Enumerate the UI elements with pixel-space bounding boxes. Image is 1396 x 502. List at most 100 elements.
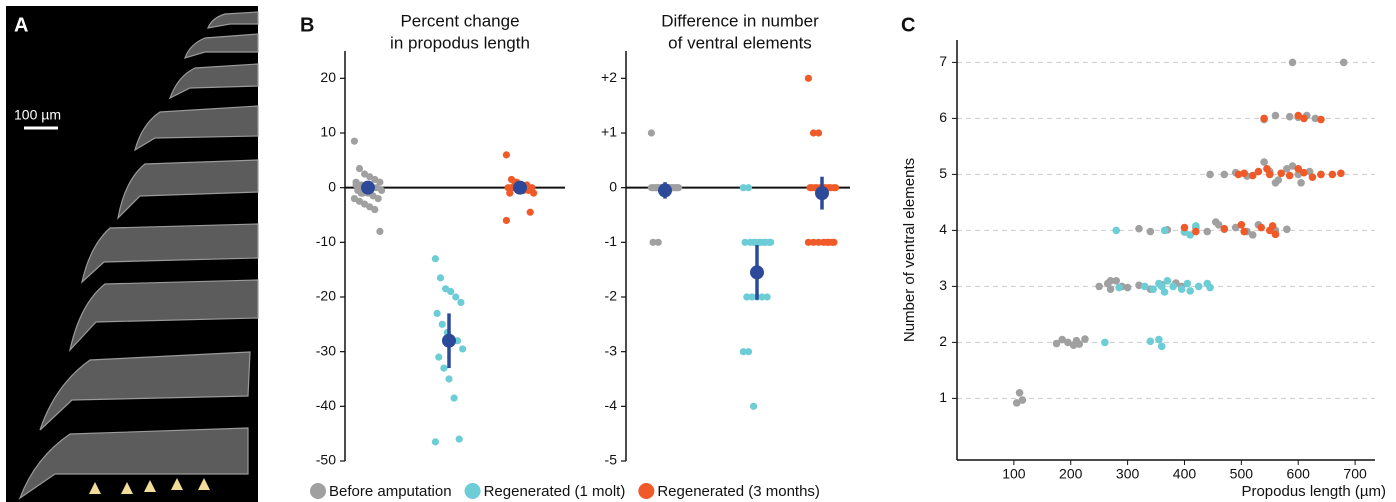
point xyxy=(1064,338,1072,347)
point xyxy=(825,238,833,246)
point xyxy=(1106,277,1115,285)
point xyxy=(1169,282,1177,291)
point xyxy=(1177,285,1186,294)
x-tick-label: 400 xyxy=(1173,466,1197,482)
point xyxy=(447,287,455,296)
point xyxy=(1265,170,1274,179)
point xyxy=(1112,226,1121,235)
point xyxy=(1288,58,1297,67)
point xyxy=(526,208,534,216)
y-tick-label: -3 xyxy=(605,342,618,358)
point xyxy=(371,205,379,214)
point xyxy=(1294,165,1303,173)
legend-swatch xyxy=(638,483,655,499)
point xyxy=(654,238,662,246)
point xyxy=(378,186,386,194)
point xyxy=(1308,173,1317,181)
x-tick-label: 700 xyxy=(1343,466,1367,482)
point xyxy=(1260,114,1268,123)
y-axis-label: Number of ventral elements xyxy=(901,158,918,342)
point xyxy=(502,151,510,159)
point xyxy=(1160,288,1169,296)
legend-label: Before amputation xyxy=(329,483,452,500)
point xyxy=(820,238,828,246)
point xyxy=(1263,165,1271,173)
mean-point xyxy=(815,186,829,201)
point xyxy=(1260,158,1268,166)
point xyxy=(450,394,458,402)
legend-swatch xyxy=(310,483,326,499)
chart-title: of ventral elements xyxy=(668,33,812,52)
y-tick-label: 6 xyxy=(939,109,947,125)
y-tick-label: 4 xyxy=(939,221,947,237)
micrograph: 100 µm xyxy=(6,6,259,502)
scale-bar-label: 100 µm xyxy=(14,107,61,123)
point xyxy=(1106,285,1115,294)
panel-label: A xyxy=(14,14,28,36)
y-tick-label: -5 xyxy=(605,452,618,468)
point xyxy=(756,238,765,246)
point xyxy=(1146,337,1155,346)
point xyxy=(1163,277,1172,285)
point xyxy=(459,345,467,353)
point xyxy=(815,129,823,137)
point xyxy=(530,189,538,197)
point xyxy=(440,364,448,372)
point xyxy=(1231,223,1240,232)
point xyxy=(673,184,681,192)
point xyxy=(1146,227,1155,236)
point xyxy=(830,238,838,246)
point xyxy=(1328,170,1337,179)
y-tick-label: +1 xyxy=(601,124,617,140)
point xyxy=(1115,283,1123,292)
point xyxy=(433,309,441,317)
point xyxy=(431,255,439,263)
point xyxy=(1271,230,1280,239)
point xyxy=(1186,287,1194,295)
point xyxy=(452,293,460,301)
point xyxy=(758,293,766,301)
y-tick-label: 7 xyxy=(939,53,947,69)
panel-label: B xyxy=(300,14,314,36)
point xyxy=(761,238,770,246)
point xyxy=(1183,279,1192,288)
y-tick-label: -30 xyxy=(316,342,336,358)
point xyxy=(1157,282,1166,291)
point xyxy=(767,238,775,246)
mean-point xyxy=(442,333,456,348)
point xyxy=(376,178,384,186)
point xyxy=(1081,335,1089,343)
x-tick-label: 500 xyxy=(1230,466,1254,482)
point xyxy=(826,184,835,192)
point xyxy=(809,238,818,246)
point xyxy=(1257,223,1266,232)
point xyxy=(1194,282,1203,291)
point xyxy=(431,438,439,446)
point xyxy=(1294,111,1303,120)
y-tick-label: -20 xyxy=(316,288,336,304)
point xyxy=(1192,222,1200,230)
point xyxy=(1018,396,1027,404)
point xyxy=(502,216,510,225)
point xyxy=(1311,114,1320,123)
point xyxy=(1297,179,1305,187)
chart-title: Percent change xyxy=(400,11,519,30)
point xyxy=(457,298,465,307)
point xyxy=(355,164,364,173)
panel-label: C xyxy=(901,14,915,36)
point xyxy=(1095,282,1103,291)
point xyxy=(647,184,656,192)
point xyxy=(1317,170,1325,179)
point xyxy=(445,375,453,383)
y-tick-label: 2 xyxy=(939,333,947,349)
point xyxy=(1268,222,1277,230)
point xyxy=(739,184,748,192)
point xyxy=(1123,283,1132,292)
point xyxy=(436,274,445,282)
x-axis-label: Propodus length (µm) xyxy=(1241,483,1386,500)
point xyxy=(350,137,358,145)
point xyxy=(1220,170,1229,179)
y-tick-label: -40 xyxy=(316,397,336,413)
point xyxy=(1271,111,1280,120)
point xyxy=(1157,342,1166,351)
